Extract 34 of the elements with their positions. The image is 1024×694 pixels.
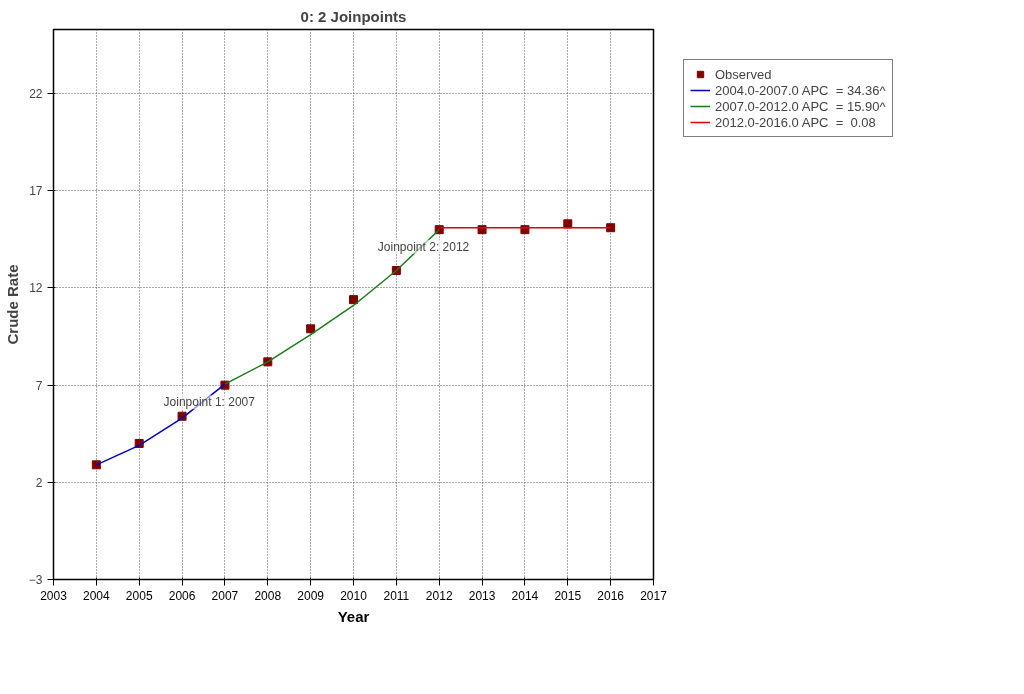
- x-tick-label: 2010: [340, 588, 368, 603]
- y-tick-label: 22: [29, 87, 43, 102]
- point: [606, 223, 616, 233]
- y-tick-label: 17: [29, 184, 43, 199]
- legend-label: 2007.0-2012.0 APC = 15.90^: [715, 98, 886, 114]
- x-tick-label: 2007: [211, 588, 239, 603]
- x-tick-label: 2017: [640, 588, 668, 603]
- x-tick-label: 2013: [468, 588, 496, 603]
- y-tick-label: 2: [35, 475, 43, 490]
- legend-label: Observed: [715, 66, 772, 82]
- y-tick-label: −3: [28, 573, 43, 587]
- point: [91, 460, 101, 470]
- x-tick-label: 2008: [254, 588, 282, 603]
- x-tick-label: 2009: [297, 588, 325, 603]
- x-tick-label: 2005: [125, 588, 153, 603]
- x-tick-label: 2016: [597, 588, 625, 603]
- x-tick-label: 2006: [168, 588, 196, 603]
- y-tick-label: 7: [35, 378, 43, 393]
- point: [306, 324, 316, 334]
- annotation: Joinpoint 1: 2007: [163, 395, 256, 410]
- legend-label: 2004.0-2007.0 APC = 34.36^: [715, 82, 886, 98]
- point: [349, 295, 358, 305]
- x-tick-label: 2003: [40, 588, 68, 603]
- x-tick-label: 2012: [425, 588, 453, 603]
- chart-title: 0: 2 Joinpoints: [300, 7, 407, 25]
- y-tick-label: 12: [29, 281, 43, 296]
- x-tick-label: 2011: [383, 588, 410, 603]
- y-axis-title: Crude Rate: [3, 264, 21, 345]
- x-axis-title: Year: [337, 607, 370, 625]
- x-tick-label: 2014: [511, 588, 539, 603]
- x-tick-label: 2015: [554, 588, 582, 603]
- x-tick-label: 2004: [83, 588, 111, 603]
- annotation: Joinpoint 2: 2012: [377, 239, 470, 254]
- legend-label: 2012.0-2016.0 APC = 0.08: [715, 114, 876, 130]
